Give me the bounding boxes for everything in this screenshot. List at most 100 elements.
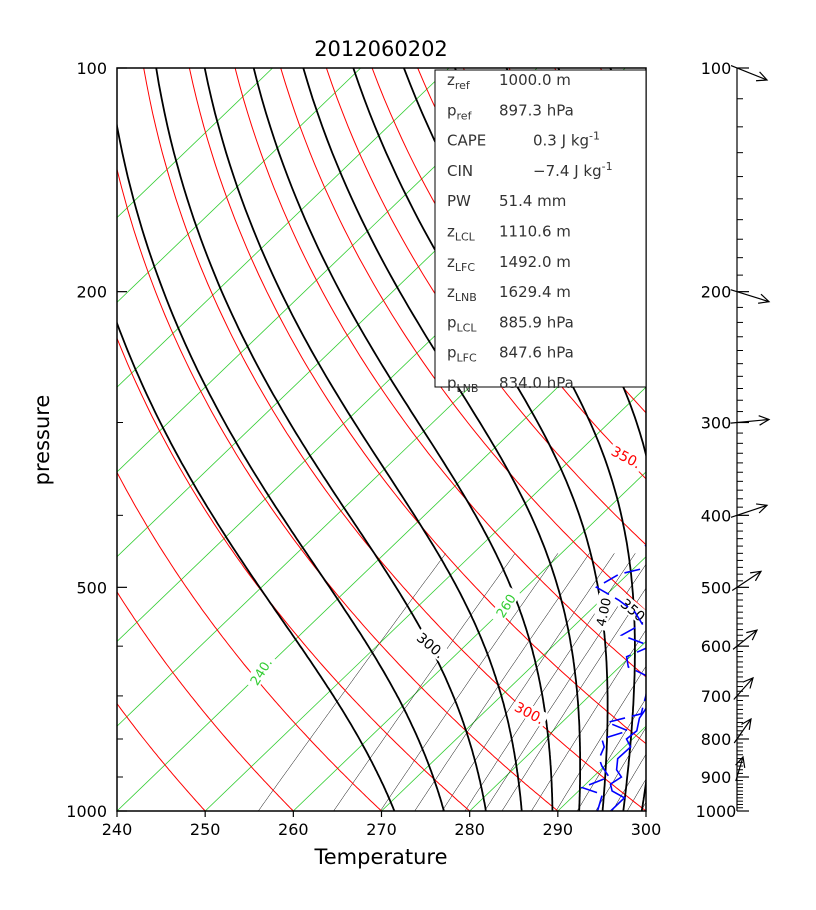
moist-adiabat-line (117, 121, 445, 811)
dry-adiabat-line (117, 702, 206, 811)
y-tick-label: 1000 (66, 802, 107, 821)
info-key-sub: LNB (455, 291, 477, 304)
isotherm-line (117, 68, 361, 303)
mixing-ratio-line (555, 665, 646, 811)
moist-adiabat-line (155, 68, 487, 811)
mixing-ratio-line (531, 629, 646, 811)
info-value: −7.4 J kg-1 (533, 160, 613, 180)
moist-adiabat-label-bg (412, 627, 450, 663)
wind-arrow-head (756, 503, 769, 514)
mixing-ratio-label-bg (591, 592, 614, 632)
dry-adiabat-line (280, 68, 646, 612)
wind-arrow-head (741, 717, 752, 730)
isotherm-line (117, 68, 450, 388)
info-key-sub: LFC (457, 352, 477, 365)
dry-adiabat-line (117, 590, 294, 811)
moist-adiabat-line (117, 320, 396, 811)
info-value-sup: -1 (589, 130, 600, 143)
wind-arrow-head (742, 676, 754, 689)
wind-arrow (730, 289, 770, 303)
wind-arrow (733, 718, 752, 744)
mixing-ratio-line (595, 727, 646, 811)
dry-adiabat-line (117, 336, 471, 811)
isotherm-label-bg (489, 586, 522, 625)
isotherm-line (469, 640, 646, 811)
y-tick-label: 500 (76, 578, 107, 597)
mixing-ratio-label-bg (673, 587, 695, 625)
sounding-series (579, 544, 646, 811)
mixing-ratio-line (333, 553, 516, 811)
wind-arrow (730, 65, 768, 81)
wind-profile-panel: 100 200 300 400 500 600 700 800 900 1000 (696, 59, 771, 821)
mixing-ratio-line (676, 553, 816, 811)
x-tick-label: 280 (454, 820, 485, 839)
isotherm-line (293, 471, 646, 811)
mixing-ratio-line (414, 553, 590, 811)
dry-adiabat-label: 400. (679, 195, 714, 224)
info-value: 847.6 hPa (499, 344, 574, 362)
wind-pressure-label: 800 (701, 730, 732, 749)
x-tick-label: 270 (366, 820, 397, 839)
wind-pressure-label: 700 (701, 687, 732, 706)
wind-arrow (735, 756, 744, 782)
x-tick-label: 240 (102, 820, 133, 839)
mixing-ratio-line (258, 553, 447, 811)
y-tick-label: 200 (76, 283, 107, 302)
wind-arrow-head (755, 71, 769, 82)
wind-arrow (733, 677, 754, 700)
info-key: CIN (447, 162, 473, 180)
info-value: 1000.0 m (499, 71, 571, 89)
x-tick-label: 300 (631, 820, 662, 839)
wind-arrow (730, 418, 770, 424)
info-value: 897.3 hPa (499, 101, 574, 119)
isotherm-line (117, 217, 646, 727)
info-key-sub: LCL (455, 231, 476, 244)
info-key-sub: ref (455, 79, 471, 92)
mixing-ratio-line (484, 563, 646, 811)
isotherm-line (381, 556, 646, 811)
info-key: CAPE (447, 132, 486, 150)
x-tick-label: 290 (543, 820, 574, 839)
wind-arrow (730, 504, 768, 518)
info-value: 0.3 J kg-1 (533, 130, 600, 150)
info-value: 1110.6 m (499, 223, 571, 241)
info-value: 1492.0 m (499, 253, 571, 271)
wind-pressure-label: 900 (701, 768, 732, 787)
info-value: 51.4 mm (499, 192, 566, 210)
info-key-sub: LFC (455, 261, 475, 274)
wind-arrow-head (746, 629, 759, 641)
dewpoint-profile (579, 544, 646, 811)
info-value: 1629.4 m (499, 283, 571, 301)
isotherm-label: 240. (679, 242, 707, 275)
wind-arrow-head (758, 293, 771, 304)
mixing-ratio-line (612, 753, 646, 811)
moist-adiabat-line (203, 68, 523, 811)
moist-adiabat-label-bg (616, 593, 646, 629)
isotherm-line (117, 301, 646, 811)
info-key: PW (447, 192, 471, 210)
wind-pressure-label: 500 (701, 578, 732, 597)
isotherm-label-bg (244, 651, 277, 691)
isotherm-label: 280 (652, 610, 678, 639)
x-axis-label: Temperature (313, 845, 447, 869)
dry-adiabat-label-bg (510, 697, 550, 728)
wind-arrow (732, 629, 758, 650)
wind-pressure-label: 400 (701, 506, 732, 525)
dry-adiabat-label-bg (607, 441, 646, 472)
isotherm-label-bg (675, 238, 707, 276)
dry-adiabat-line (117, 471, 382, 811)
wind-pressure-label: 200 (701, 283, 732, 302)
isotherm-line (117, 68, 538, 473)
info-key-sub: LNB (457, 382, 479, 395)
dry-adiabat-label: 300. (512, 699, 547, 728)
isotherm-line (117, 68, 273, 219)
chart-title: 2012060202 (314, 37, 448, 61)
x-tick-label: 250 (190, 820, 221, 839)
wind-pressure-label: 300 (701, 414, 732, 433)
wind-pressure-label: 100 (701, 59, 732, 78)
wind-arrow-head (750, 570, 763, 582)
wind-arrow (731, 570, 762, 592)
y-axis-label: pressure (30, 395, 54, 486)
info-value: 885.9 hPa (499, 313, 574, 331)
